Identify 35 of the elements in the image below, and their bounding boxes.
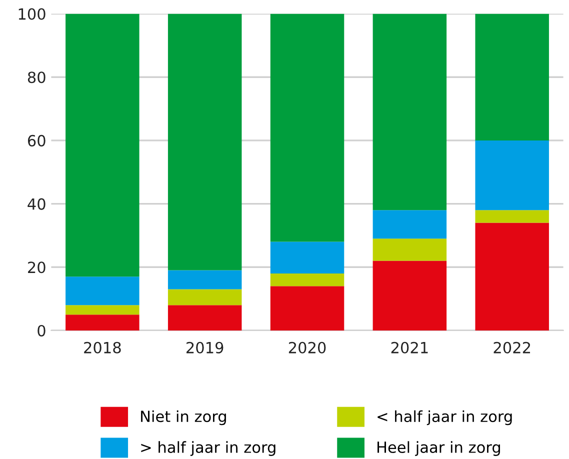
bar <box>270 273 344 286</box>
bar <box>168 289 242 306</box>
y-tick-label: 20 <box>28 262 46 274</box>
bar <box>66 305 140 315</box>
bar <box>168 14 242 270</box>
bar <box>475 14 549 140</box>
bar <box>270 286 344 330</box>
bar <box>270 14 344 242</box>
bar <box>66 14 140 277</box>
bar <box>475 222 549 330</box>
x-tick-label: 2019 <box>186 342 224 354</box>
legend-label: Heel jaar in zorg <box>378 441 500 456</box>
bar <box>372 14 447 210</box>
y-tick-label: 60 <box>28 134 46 146</box>
bar <box>372 260 447 330</box>
x-tick-label: 2021 <box>391 342 428 354</box>
y-tick-label: 100 <box>18 8 46 20</box>
bar <box>270 242 344 274</box>
x-tick-label: 2022 <box>494 342 530 354</box>
bar <box>372 238 447 261</box>
bar <box>475 210 549 223</box>
bar <box>168 270 242 290</box>
y-tick-label: 80 <box>28 72 46 84</box>
legend-label: Niet in zorg <box>141 410 226 426</box>
bar <box>66 314 140 330</box>
y-tick-label: 40 <box>28 198 46 210</box>
bar <box>66 276 140 306</box>
legend-label: > half jaar in zorg <box>141 441 276 456</box>
bar <box>168 305 242 330</box>
bar <box>372 210 447 239</box>
y-tick-label: 0 <box>38 324 46 336</box>
x-tick-label: 2020 <box>288 342 326 354</box>
bar <box>475 140 549 210</box>
legend-label: < half jaar in zorg <box>378 410 512 426</box>
x-tick-label: 2018 <box>84 342 121 354</box>
